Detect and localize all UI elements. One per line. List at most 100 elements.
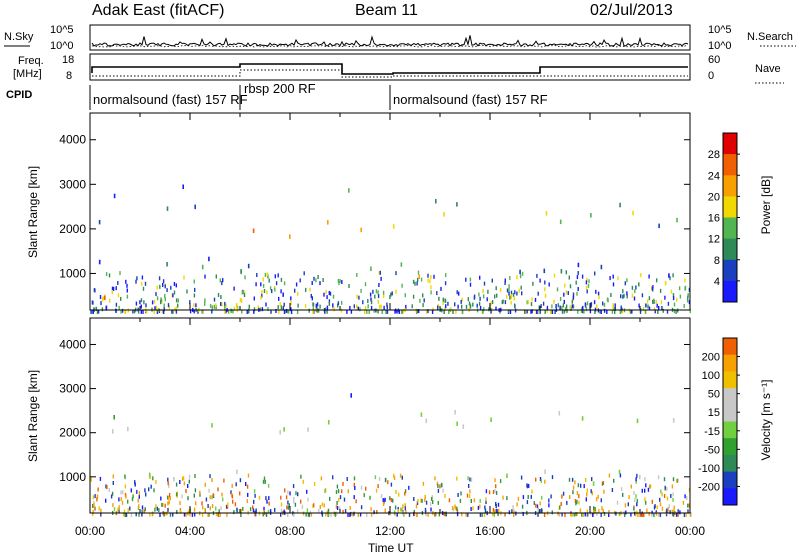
echo-cell [300,499,302,504]
echo-cell [600,264,603,270]
echo-cell [218,509,220,514]
echo-cell [125,279,127,284]
echo-cell [204,274,206,279]
echo-cell [280,289,282,294]
echo-cell [533,501,535,506]
echo-cell [485,489,488,494]
echo-cell [418,274,421,279]
echo-cell [167,481,169,486]
echo-cell [488,307,490,312]
echo-cell [155,292,157,297]
echo-cell [130,488,132,493]
echo-cell [651,286,654,291]
echo-cell [636,473,638,478]
power-plot-bg [90,113,690,310]
echo-cell [551,310,554,314]
echo-cell [340,308,343,313]
echo-cell [185,489,187,494]
echo-cell [576,512,578,517]
echo-cell [424,507,427,512]
echo-cell [663,494,666,498]
echo-cell [416,513,418,517]
echo-cell [620,305,622,310]
echo-cell [181,476,184,481]
echo-cell [667,508,669,513]
echo-cell [563,299,565,304]
echo-cell [479,305,482,310]
echo-cell [629,309,632,314]
echo-cell [182,184,184,189]
echo-cell [370,300,373,305]
echo-cell [554,310,556,314]
echo-cell [566,308,568,313]
echo-cell [253,489,256,494]
echo-cell [585,307,588,312]
echo-cell [223,478,225,483]
echo-cell [305,512,307,517]
echo-cell [290,296,292,301]
echo-cell [337,301,340,306]
echo-cell [608,473,611,478]
y-tick-label: 2000 [59,426,86,440]
echo-cell [485,500,487,505]
echo-cell [493,512,496,517]
echo-cell [222,278,224,283]
echo-cell [318,509,320,514]
echo-cell [492,490,495,494]
echo-cell [666,309,669,314]
echo-cell [127,499,129,504]
echo-cell [437,500,439,505]
echo-cell [328,291,330,295]
echo-cell [132,309,134,314]
echo-cell [494,478,496,483]
echo-cell [266,499,268,504]
echo-cell [274,287,276,292]
echo-cell [162,283,164,287]
echo-cell [164,293,166,298]
echo-cell [172,293,174,298]
echo-cell [626,294,628,299]
echo-cell [653,505,656,510]
echo-cell [687,295,689,300]
echo-cell [246,499,248,504]
colorbar-segment [723,488,737,506]
echo-cell [108,488,110,492]
echo-cell [527,495,529,499]
echo-cell [313,503,315,508]
echo-cell [671,509,673,514]
echo-cell [253,307,256,312]
echo-cell [208,488,210,493]
echo-cell [455,309,457,314]
echo-cell [669,510,671,515]
echo-cell [571,304,574,309]
echo-cell [620,487,623,492]
echo-cell [508,510,511,515]
echo-cell [268,501,270,506]
echo-cell [577,262,580,268]
echo-cell [328,511,330,516]
echo-cell [140,298,143,303]
echo-cell [152,476,154,481]
echo-cell [123,509,126,514]
echo-cell [613,307,616,312]
echo-cell [382,290,385,295]
echo-cell [574,480,576,485]
echo-cell [648,274,650,279]
echo-cell [632,210,634,216]
echo-cell [666,508,668,513]
echo-cell [318,308,320,313]
echo-cell [91,309,93,314]
echo-cell [350,309,353,314]
echo-cell [300,474,302,479]
echo-cell [369,292,372,297]
echo-cell [390,498,393,502]
echo-cell [580,308,583,313]
echo-cell [268,278,270,283]
echo-cell [438,512,441,517]
echo-cell [582,305,584,310]
echo-cell [673,302,676,307]
echo-cell [444,306,446,311]
colorbar-frame [722,337,738,506]
echo-cell [442,297,444,302]
echo-cell [309,287,311,292]
